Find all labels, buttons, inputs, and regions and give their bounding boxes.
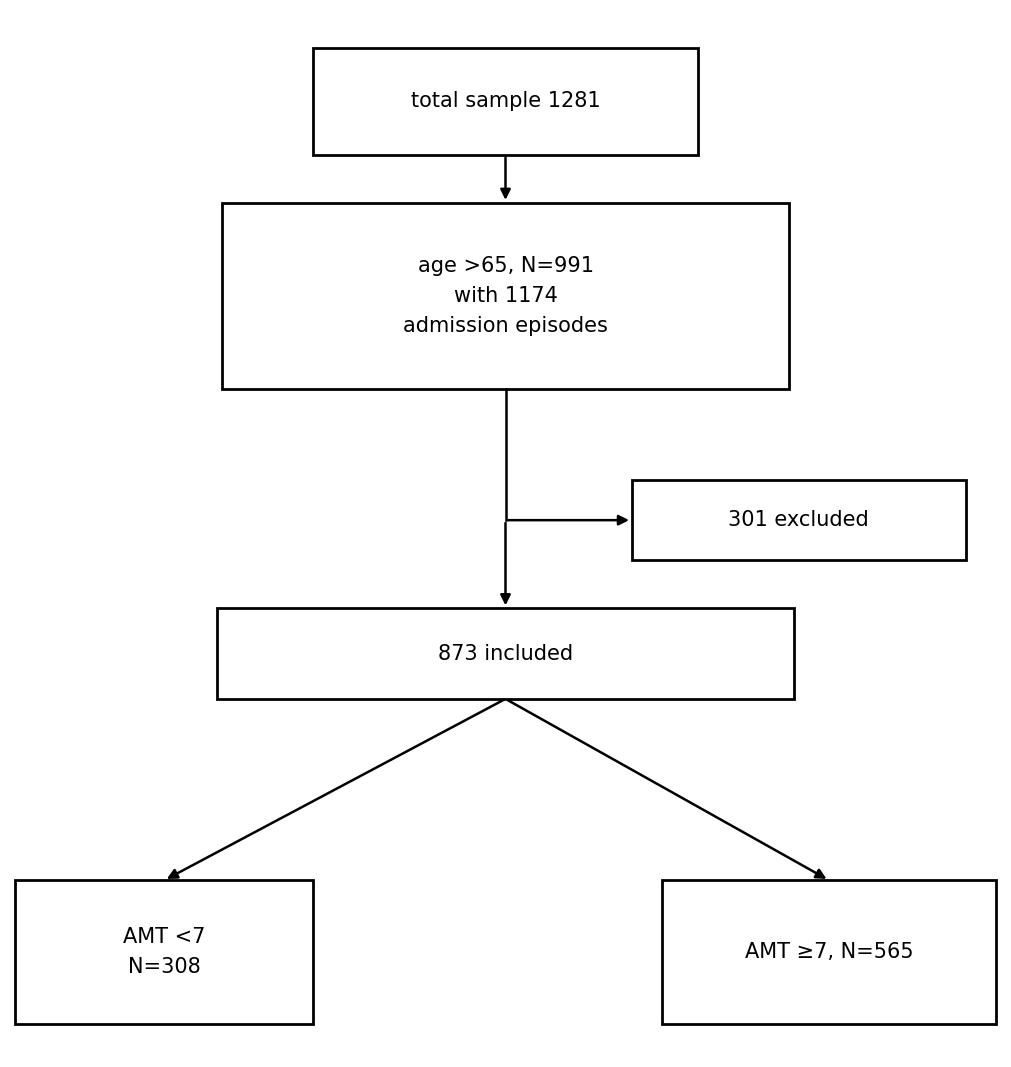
Text: total sample 1281: total sample 1281 [410, 92, 601, 111]
Text: 873 included: 873 included [438, 643, 573, 664]
FancyBboxPatch shape [662, 880, 996, 1024]
Text: AMT ≥7, N=565: AMT ≥7, N=565 [745, 942, 913, 962]
FancyBboxPatch shape [222, 203, 789, 389]
FancyBboxPatch shape [632, 480, 966, 560]
Text: AMT <7
N=308: AMT <7 N=308 [123, 927, 205, 977]
Text: 301 excluded: 301 excluded [728, 510, 869, 530]
FancyBboxPatch shape [217, 608, 794, 699]
FancyBboxPatch shape [15, 880, 313, 1024]
FancyBboxPatch shape [313, 48, 698, 155]
Text: age >65, N=991
with 1174
admission episodes: age >65, N=991 with 1174 admission episo… [403, 256, 608, 336]
